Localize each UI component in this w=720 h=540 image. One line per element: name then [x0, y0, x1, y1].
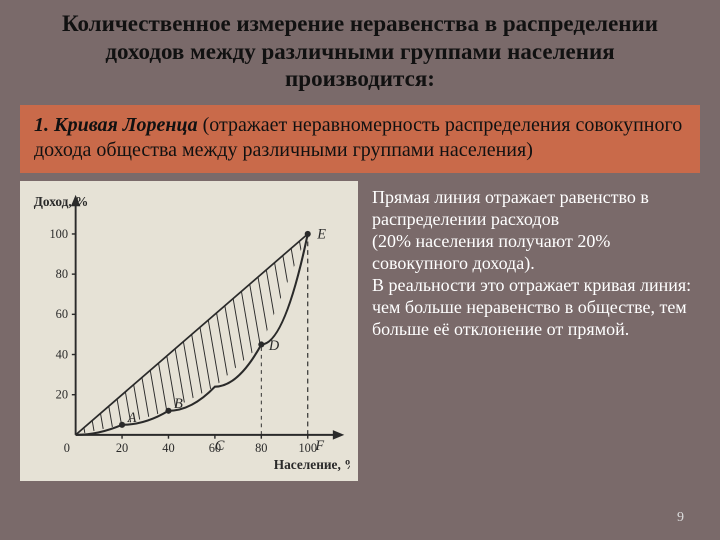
lorenz-chart: Доход, %20406080100020406080100Население… [20, 181, 358, 481]
svg-text:C: C [215, 438, 225, 454]
svg-text:40: 40 [56, 347, 68, 361]
svg-text:A: A [127, 410, 137, 426]
svg-text:40: 40 [162, 441, 174, 455]
content-row: Доход, %20406080100020406080100Население… [0, 181, 720, 481]
svg-text:D: D [268, 338, 280, 354]
svg-text:100: 100 [49, 227, 68, 241]
svg-text:80: 80 [255, 441, 267, 455]
svg-text:100: 100 [298, 441, 317, 455]
svg-text:E: E [316, 227, 326, 243]
svg-text:20: 20 [56, 387, 68, 401]
svg-text:Население, %: Население, % [274, 457, 350, 472]
svg-text:Доход, %: Доход, % [34, 194, 89, 209]
callout-box: 1. Кривая Лоренца (отражает неравномерно… [20, 105, 700, 173]
callout-lead: 1. Кривая Лоренца [34, 114, 198, 136]
svg-text:F: F [314, 438, 324, 454]
svg-text:80: 80 [56, 267, 68, 281]
svg-text:20: 20 [116, 441, 128, 455]
svg-text:60: 60 [56, 307, 68, 321]
slide-title: Количественное измерение неравенства в р… [0, 0, 720, 99]
side-explanation: Прямая линия отражает равенство в распре… [372, 181, 700, 341]
page-number: 9 [677, 510, 684, 526]
svg-text:B: B [174, 396, 183, 412]
svg-text:0: 0 [64, 441, 70, 455]
